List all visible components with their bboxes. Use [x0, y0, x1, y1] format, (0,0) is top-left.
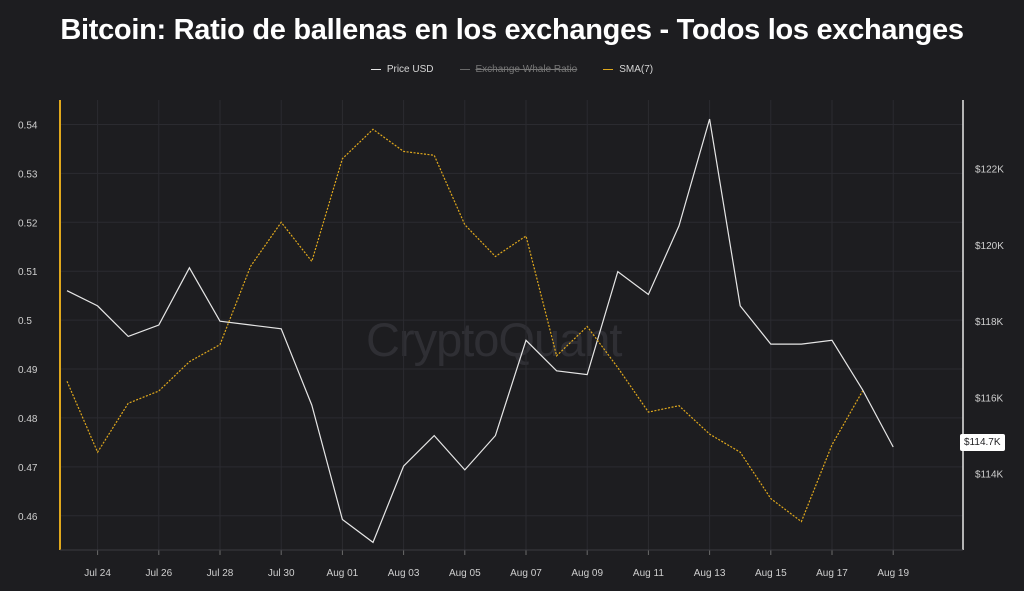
x-tick-label: Aug 13	[694, 568, 726, 579]
x-tick-label: Aug 19	[877, 568, 909, 579]
legend-label-sma: SMA(7)	[619, 64, 654, 75]
legend-item-price[interactable]: Price USD	[370, 64, 434, 75]
series-line-sma-7	[66, 128, 864, 523]
legend-label-price: Price USD	[386, 64, 434, 75]
legend-item-whale-ratio[interactable]: Exchange Whale Ratio	[459, 64, 578, 75]
chart-title: Bitcoin: Ratio de ballenas en los exchan…	[60, 14, 964, 46]
y-left-tick-label: 0.48	[18, 414, 38, 425]
x-tick-label: Jul 26	[145, 568, 172, 579]
y-right-tick-label: $120K	[975, 241, 1004, 252]
x-tick-label: Aug 01	[327, 568, 359, 579]
legend: Price USD Exchange Whale Ratio SMA(7)	[0, 64, 1024, 75]
y-right-tick-label: $118K	[975, 317, 1004, 328]
x-tick-label: Jul 24	[84, 568, 111, 579]
x-tick-label: Aug 17	[816, 568, 848, 579]
price-tag: $114.7K	[960, 434, 1005, 451]
y-right-tick-label: $114K	[975, 470, 1004, 481]
y-left-tick-label: 0.5	[18, 316, 32, 327]
legend-swatch-whale-ratio	[459, 69, 470, 70]
legend-item-sma[interactable]: SMA(7)	[603, 64, 653, 75]
y-left-tick-label: 0.52	[18, 218, 38, 229]
legend-swatch-sma	[603, 69, 614, 70]
x-tick-label: Aug 11	[633, 568, 664, 579]
series-line-price-usd	[66, 118, 894, 544]
y-right-tick-label: $122K	[975, 165, 1004, 176]
y-left-tick-label: 0.47	[18, 463, 38, 474]
y-left-tick-label: 0.46	[18, 512, 38, 523]
y-left-tick-label: 0.54	[18, 120, 38, 131]
x-tick-label: Aug 03	[388, 568, 420, 579]
y-left-tick-label: 0.51	[18, 267, 38, 278]
y-left-tick-label: 0.49	[18, 365, 38, 376]
legend-swatch-price	[370, 69, 381, 70]
legend-label-whale-ratio: Exchange Whale Ratio	[475, 64, 578, 75]
watermark: CryptoQuant	[366, 313, 622, 366]
x-tick-label: Aug 09	[571, 568, 603, 579]
x-tick-label: Aug 15	[755, 568, 787, 579]
x-tick-label: Jul 30	[268, 568, 295, 579]
y-left-tick-label: 0.53	[18, 169, 38, 180]
x-tick-label: Aug 05	[449, 568, 481, 579]
x-tick-label: Jul 28	[207, 568, 234, 579]
x-tick-label: Aug 07	[510, 568, 542, 579]
y-right-tick-label: $116K	[975, 393, 1004, 404]
